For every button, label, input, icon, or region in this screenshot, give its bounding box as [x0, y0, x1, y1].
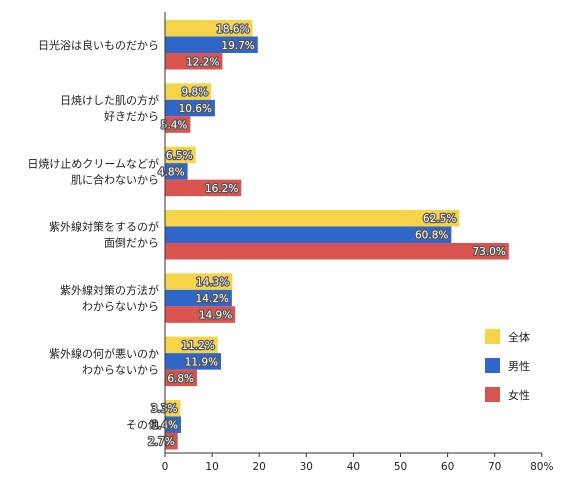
value-label-7-3: 2.7%	[148, 436, 175, 448]
category-label-6-line-1: 紫外線の何が悪いのか	[49, 346, 159, 360]
bar-6-3	[165, 369, 198, 387]
bar-1-1	[165, 20, 253, 37]
bar-2-1	[165, 83, 212, 100]
category-label-5-line-1: 紫外線対策の方法が	[60, 283, 159, 297]
category-label-5-line-2: わからないから	[82, 300, 159, 313]
x-tick-label-30: 30	[300, 461, 313, 473]
category-label-2-line-1: 日焼けした肌の方が	[60, 93, 159, 107]
value-label-2-2: 10.6%	[179, 103, 212, 115]
legend-swatch-3	[485, 387, 500, 402]
bar-3-3	[165, 179, 242, 197]
bar-5-3	[165, 306, 236, 323]
x-tick-label-80%: 80%	[530, 461, 553, 473]
value-label-1-1: 18.6%	[216, 23, 249, 35]
value-label-2-3: 5.4%	[161, 120, 188, 132]
category-label-1: 日光浴は良いものだから	[38, 38, 159, 52]
x-tick-label-0: 0	[162, 461, 169, 473]
category-label-3-line-1: 日焼け止めクリームなどが	[27, 156, 159, 170]
bar-5-2	[165, 289, 232, 307]
value-label-4-1: 62.5%	[423, 213, 456, 225]
bars-layer	[165, 20, 509, 450]
x-tick-label-70: 70	[488, 461, 501, 473]
bar-1-2	[165, 36, 258, 53]
value-label-4-2: 60.8%	[415, 230, 448, 242]
category-label-6-line-2: わからないから	[82, 363, 159, 376]
value-label-5-1: 14.3%	[196, 277, 229, 289]
x-tick-label-40: 40	[347, 461, 360, 473]
bar-7-1	[165, 399, 181, 417]
bar-4-3	[165, 242, 509, 260]
bar-4-2	[165, 226, 452, 243]
value-label-6-1: 11.2%	[181, 340, 214, 352]
legend-label-3: 女性	[508, 388, 530, 402]
bar-1-3	[165, 53, 223, 70]
bar-2-3	[165, 116, 191, 133]
x-tick-label-50: 50	[394, 461, 407, 473]
bar-5-1	[165, 273, 233, 290]
x-axis-ticks: 0 10 20 30 40 50 60 70 80%	[162, 453, 553, 473]
x-tick-label-60: 60	[441, 461, 454, 473]
bar-6-1	[165, 336, 218, 354]
value-label-4-3: 73.0%	[472, 246, 505, 258]
value-label-6-2: 11.9%	[185, 356, 218, 368]
bar-3-2	[165, 163, 188, 180]
bar-7-2	[165, 416, 182, 433]
legend-swatch-1	[485, 329, 500, 344]
bar-4-1	[165, 209, 460, 227]
legend-label-2: 男性	[508, 359, 530, 373]
bar-7-3	[165, 432, 178, 450]
category-label-4-line-2: 面倒だから	[104, 237, 159, 250]
value-label-2-1: 9.8%	[181, 87, 208, 99]
category-labels-layer: 日光浴は良いものだから日焼けした肌の方が好きだから日焼け止めクリームなどが肌に合…	[27, 38, 159, 432]
value-label-6-3: 6.8%	[167, 373, 194, 385]
value-label-3-2: 4.8%	[158, 166, 185, 178]
value-labels-layer: 18.6% 19.7%12.2% 9.8% 10.6% 5.4% 6.5% 4.8% 16.2…	[147, 22, 507, 449]
bar-3-1	[165, 146, 196, 164]
bar-6-2	[165, 353, 222, 370]
legend-label-1: 全体	[508, 330, 530, 344]
value-label-5-3: 14.9%	[199, 310, 232, 322]
legend-swatch-2	[485, 358, 500, 373]
value-label-7-1: 3.3%	[151, 403, 178, 415]
value-label-3-3: 16.2%	[205, 183, 238, 195]
x-tick-label-10: 10	[205, 461, 218, 473]
value-label-3-1: 6.5%	[166, 150, 193, 162]
value-label-1-3: 12.2%	[186, 56, 219, 68]
category-label-4-line-1: 紫外線対策をするのが	[49, 220, 159, 234]
category-label-7: その他	[126, 419, 159, 432]
x-tick-label-20: 20	[253, 461, 266, 473]
category-label-3-line-2: 肌に合わないから	[71, 172, 159, 186]
category-label-2-line-2: 好きだから	[104, 109, 159, 123]
bar-2-2	[165, 99, 215, 117]
value-label-1-2: 19.7%	[221, 40, 254, 52]
value-label-5-2: 14.2%	[196, 293, 229, 305]
